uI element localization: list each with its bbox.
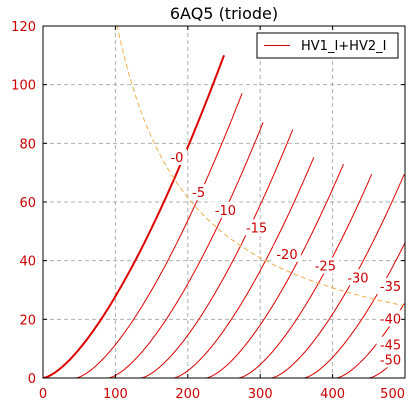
axis-ticks: 0 100 200 300 400 500 0 20 40 60 80 100 120 [11,20,406,401]
curve-label-text: -20 [276,248,297,263]
curve-label-bg [311,257,340,274]
curve-label-text: -5 [192,186,205,201]
curve-label: -25 [311,257,340,275]
curve-label-bg [166,149,187,165]
curve-label: -35 [376,278,405,295]
curve-line [271,174,405,378]
curve-label-text: -30 [347,271,368,286]
y-tick-label: 80 [19,137,36,152]
x-tick-label: 100 [103,387,128,401]
curve-line [75,93,243,378]
curve-label: -20 [272,245,301,263]
curve-label-bg [242,219,271,236]
curve-line [140,129,294,378]
curve-line [108,122,264,378]
curve-label: -45 [376,336,405,354]
y-tick-label: 100 [11,79,36,94]
curve-label-bg [376,310,405,327]
curve-label-text: -40 [380,312,401,327]
curve-label: -30 [343,269,372,286]
curve-label-bg [376,278,405,295]
y-tick-label: 0 [28,372,36,387]
curves-layer [43,26,405,378]
curve-label-text: -0 [170,151,183,166]
curve-label-bg [376,351,405,368]
curve-label-bg [343,269,372,286]
x-tick-label: 400 [320,387,345,401]
legend: HV1_I+HV2_I [256,32,399,59]
curve-label-bg [272,245,301,262]
curve-line [173,157,315,378]
curve-label: -5 [188,184,209,201]
y-tick-label: 40 [19,255,36,270]
legend-entry: HV1_I+HV2_I [301,39,386,54]
x-tick-label: 0 [39,387,47,401]
curve-line [303,242,405,378]
curve-label: -40 [376,310,405,327]
curve-label-bg [211,201,240,218]
curve-label: -10 [211,201,240,219]
x-tick-label: 200 [175,387,200,401]
y-tick-label: 120 [11,20,36,35]
curve-label: -0 [166,149,187,166]
curve-label-text: -25 [315,260,336,275]
curve-label-text: -50 [380,353,401,368]
x-tick-label: 500 [380,387,405,401]
curve-label: -50 [376,351,405,368]
curve-line [205,163,344,378]
curve-labels: -0 -5 -10 -15 -20 -25 -30 -35 -40 -45-50 [166,149,405,368]
curve-label-text: -45 [380,339,401,354]
curve-line [238,174,373,378]
dissipation-curve [116,26,405,307]
curve-label-bg [376,336,405,353]
curve-line [43,54,225,378]
x-tick-label: 300 [248,387,273,401]
curve-label-text: -10 [215,204,236,219]
curve-label-text: -35 [380,280,401,295]
y-tick-label: 60 [19,196,36,211]
curve-label-bg [188,184,209,201]
curve-label: -15 [242,219,271,236]
chart-title: 6AQ5 (triode) [170,4,278,23]
y-tick-label: 20 [19,313,36,328]
grid-lines [43,26,405,378]
curve-label-text: -15 [246,221,267,236]
